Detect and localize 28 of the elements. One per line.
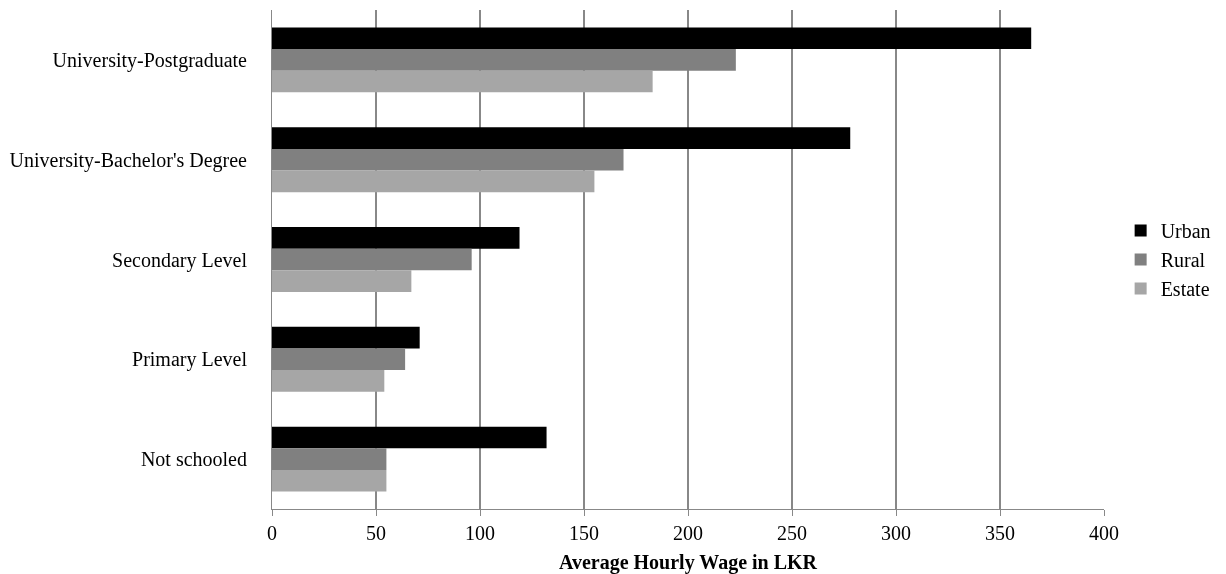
bar (272, 170, 595, 193)
x-tick-label: 150 (569, 522, 599, 544)
legend-label: Estate (1160, 278, 1210, 301)
bar (272, 426, 547, 449)
bar (272, 227, 520, 249)
x-tick-label: 300 (881, 522, 911, 544)
y-tick-label: Not schooled (140, 448, 247, 471)
legend-label: Rural (1160, 249, 1206, 272)
bar (272, 370, 385, 392)
x-tick-label: 50 (366, 522, 386, 544)
x-tick-label: 250 (777, 522, 807, 544)
bar (272, 326, 420, 349)
y-tick-label: University-Postgraduate (52, 48, 248, 72)
y-tick-label: Primary Level (132, 348, 248, 372)
bar (272, 469, 387, 492)
bar (272, 27, 1032, 50)
bar (272, 70, 653, 93)
bar (272, 127, 851, 149)
x-tick-label: 0 (267, 522, 277, 544)
x-tick-label: 200 (673, 522, 703, 544)
x-tick-label: 400 (1089, 522, 1119, 544)
x-axis-title: Average Hourly Wage in LKR (558, 551, 818, 574)
y-tick-label: University-Bachelor's Degree (9, 148, 248, 172)
bar (272, 270, 412, 292)
y-tick-label: Secondary Level (112, 248, 248, 272)
x-tick-label: 100 (465, 522, 495, 544)
legend-label: Urban (1160, 220, 1211, 243)
x-tick-label: 350 (985, 522, 1015, 544)
